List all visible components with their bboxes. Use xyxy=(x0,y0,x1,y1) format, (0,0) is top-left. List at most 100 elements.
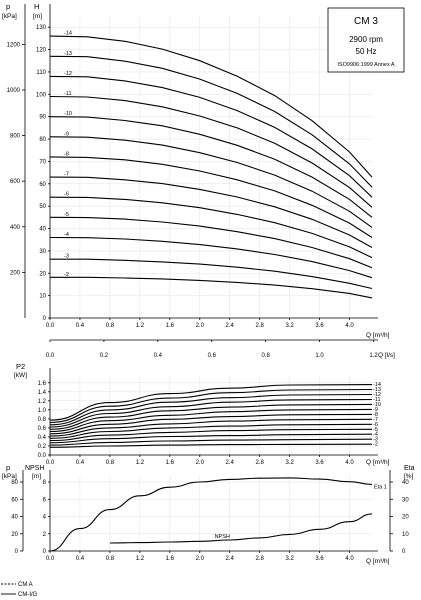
npsh-x-tick-label-5: 2.0 xyxy=(196,556,205,562)
head-curve-label-10: -10 xyxy=(64,111,72,117)
power-x-tick-label-4: 1.6 xyxy=(166,460,175,466)
power-curve-11 xyxy=(49,398,373,428)
head-x-tick-label-2: 0.8 xyxy=(106,323,115,329)
head-left-axis-title-unit: [kPa] xyxy=(2,13,17,20)
power-curve-label-5: -5 xyxy=(373,427,378,433)
ls-tick-label-5: 1.0 xyxy=(315,353,324,359)
head-curve-label-6: -6 xyxy=(64,192,69,198)
head-ytick-label-0: 0 xyxy=(43,316,47,322)
head-ytick-label-9: 90 xyxy=(39,115,46,121)
axis-layer xyxy=(20,4,393,553)
ls-tick-label-3: 0.6 xyxy=(208,353,217,359)
head-kpa-tick-label-4: 1000 xyxy=(7,88,21,94)
power-curve-12 xyxy=(49,393,373,426)
head-x-tick-label-8: 3.2 xyxy=(285,323,294,329)
info-box-frequency: 50 Hz xyxy=(356,47,377,56)
npsh-m-tick-label-1: 2 xyxy=(43,532,47,538)
label-layer: 0102030405060708090100110120130200400600… xyxy=(7,25,410,562)
power-curve-label-3: -3 xyxy=(373,437,378,443)
npsh-curve xyxy=(109,513,373,544)
head-x-tick-label-10: 4.0 xyxy=(345,323,354,329)
power-curve-label-8: -8 xyxy=(373,412,378,418)
eta-tick-label-2: 20 xyxy=(402,515,409,521)
npsh-x-tick-label-7: 2.8 xyxy=(256,556,265,562)
eta-tick-label-4: 40 xyxy=(402,480,409,486)
head-ytick-label-3: 30 xyxy=(39,249,46,255)
power-axis-title: P2 xyxy=(16,362,25,371)
ls-tick-label-1: 0.2 xyxy=(100,353,109,359)
power-curve-13 xyxy=(49,388,373,424)
head-curve-11 xyxy=(49,95,373,208)
info-box-speed: 2900 rpm xyxy=(349,35,383,44)
power-ytick-label-4: 0.8 xyxy=(38,417,47,423)
grid-layer xyxy=(49,16,372,552)
head-ytick-label-6: 60 xyxy=(39,182,46,188)
power-curve-label-12: -12 xyxy=(373,392,381,398)
power-x-axis-label: Q [m³/h] xyxy=(366,459,390,466)
head-x-tick-label-0: 0.0 xyxy=(46,323,55,329)
power-ytick-label-7: 1.4 xyxy=(38,390,47,396)
npsh-p-tick-label-3: 60 xyxy=(11,497,18,503)
power-ytick-label-8: 1.6 xyxy=(38,381,47,387)
power-curve-label-2: -2 xyxy=(373,442,378,448)
info-box-frame xyxy=(327,7,405,73)
legend-label-cm-a: CM A xyxy=(18,582,33,588)
power-ytick-label-0: 0.0 xyxy=(38,453,47,459)
head-x-tick-label-1: 0.4 xyxy=(76,323,85,329)
npsh-axis-unit: [m] xyxy=(32,473,41,480)
head-kpa-tick-label-2: 600 xyxy=(10,179,21,185)
npsh-x-tick-label-6: 2.4 xyxy=(226,556,235,562)
npsh-p-axis-unit: [kPa] xyxy=(2,473,17,480)
power-x-tick-label-3: 1.2 xyxy=(136,460,145,466)
head-right-axis-title-h: H xyxy=(34,2,39,11)
head-ytick-label-8: 80 xyxy=(39,137,46,143)
ls-tick-label-0: 0.0 xyxy=(46,353,55,359)
head-curve-label-4: -4 xyxy=(64,232,69,238)
eta-tick-label-1: 10 xyxy=(402,532,409,538)
power-ytick-label-2: 0.4 xyxy=(38,435,47,441)
head-curve-12 xyxy=(49,75,373,198)
power-x-tick-label-0: 0.0 xyxy=(46,460,55,466)
eta-tick-label-3: 30 xyxy=(402,497,409,503)
ls-tick-label-6: 1.2 xyxy=(369,353,378,359)
head-secondary-x-axis-label: Q [l/s] xyxy=(378,352,395,359)
power-curve-8 xyxy=(49,413,373,435)
head-x-tick-label-4: 1.6 xyxy=(166,323,175,329)
npsh-x-tick-label-4: 1.6 xyxy=(166,556,175,562)
head-x-tick-label-9: 3.6 xyxy=(315,323,324,329)
power-curve-10 xyxy=(49,403,373,430)
eta-curve-label: Eta 1 xyxy=(374,484,387,490)
head-ytick-label-1: 10 xyxy=(39,294,46,300)
head-x-tick-label-7: 2.8 xyxy=(256,323,265,329)
eta-tick-label-0: 0 xyxy=(402,549,406,555)
power-x-tick-label-7: 2.8 xyxy=(256,460,265,466)
power-curve-label-6: -6 xyxy=(373,422,378,428)
head-curve-label-3: -3 xyxy=(64,254,69,260)
power-curve-9 xyxy=(49,408,373,433)
legend-label-cm-ig: CM-I/G xyxy=(18,592,38,598)
npsh-p-axis-title: p xyxy=(6,463,10,472)
head-curve-2 xyxy=(50,276,373,299)
info-box-standard: ISO9906:1999 Annex A xyxy=(337,62,395,68)
head-curve-8 xyxy=(49,156,373,238)
npsh-x-tick-label-9: 3.6 xyxy=(315,556,324,562)
head-curve-label-5: -5 xyxy=(64,212,69,218)
npsh-curve-label: NPSH xyxy=(215,534,230,540)
head-curve-label-12: -12 xyxy=(64,71,72,77)
npsh-x-tick-label-2: 0.8 xyxy=(106,556,115,562)
power-curve-5 xyxy=(49,428,373,442)
npsh-m-tick-label-2: 4 xyxy=(43,515,47,521)
head-curve-label-9: -9 xyxy=(64,131,69,137)
head-ytick-label-5: 50 xyxy=(39,204,46,210)
power-x-tick-label-10: 4.0 xyxy=(345,460,354,466)
npsh-m-tick-label-0: 0 xyxy=(43,549,47,555)
head-curve-6 xyxy=(49,196,373,259)
npsh-p-tick-label-0: 0 xyxy=(15,549,19,555)
head-curve-label-8: -8 xyxy=(64,151,69,157)
eta-axis-title: Eta xyxy=(404,465,415,472)
npsh-p-tick-label-2: 40 xyxy=(11,515,18,521)
curve-layer xyxy=(49,35,373,552)
power-ytick-label-6: 1.2 xyxy=(38,399,47,405)
npsh-x-tick-label-1: 0.4 xyxy=(76,556,85,562)
